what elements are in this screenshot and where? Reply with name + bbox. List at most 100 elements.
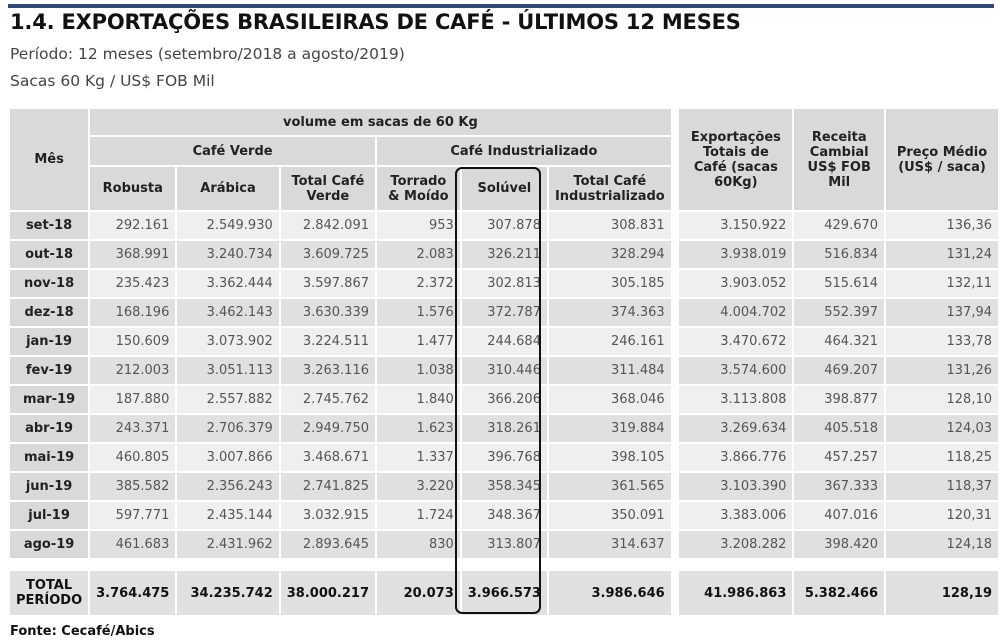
value-cell: 310.446 (461, 357, 547, 384)
value-cell: 385.582 (90, 473, 176, 500)
value-cell: 3.208.282 (679, 531, 793, 558)
header-total-cafe-verde: Total Café Verde (280, 167, 375, 210)
value-cell: 2.431.962 (177, 531, 279, 558)
header-torrado-moido: Torrado & Moído (377, 167, 460, 210)
value-cell: 372.787 (461, 299, 547, 326)
column-gap (672, 386, 678, 413)
value-cell: 2.083 (377, 241, 460, 268)
value-cell: 368.991 (90, 241, 176, 268)
coffee-exports-table: Mês volume em sacas de 60 Kg Exportações… (8, 107, 1000, 617)
value-cell: 1.724 (377, 502, 460, 529)
value-cell: 34.235.742 (177, 571, 279, 615)
header-soluvel: Solúvel (461, 167, 547, 210)
column-gap (672, 109, 678, 210)
value-cell: 41.986.863 (679, 571, 793, 615)
value-cell: 3.240.734 (177, 241, 279, 268)
value-cell: 314.637 (548, 531, 671, 558)
column-gap (672, 357, 678, 384)
column-gap (672, 328, 678, 355)
table-body: set-18 292.161 2.549.930 2.842.091 953 307.87… (10, 212, 998, 615)
column-gap (672, 212, 678, 239)
value-cell: 128,10 (886, 386, 998, 413)
value-cell: 3.051.113 (177, 357, 279, 384)
value-cell: 187.880 (90, 386, 176, 413)
value-cell: 367.333 (794, 473, 885, 500)
value-cell: 2.842.091 (280, 212, 375, 239)
header-cafe-verde: Café Verde (90, 137, 375, 165)
table-row: nov-18 235.423 3.362.444 3.597.867 2.372 302.… (10, 270, 998, 297)
value-cell: 133,78 (886, 328, 998, 355)
value-cell: 2.741.825 (280, 473, 375, 500)
value-cell: 3.468.671 (280, 444, 375, 471)
value-cell: 1.477 (377, 328, 460, 355)
value-cell: 2.356.243 (177, 473, 279, 500)
spacer-cell (10, 560, 998, 569)
month-cell: fev-19 (10, 357, 89, 384)
column-gap (672, 571, 678, 615)
value-cell: 3.903.052 (679, 270, 793, 297)
month-cell: mai-19 (10, 444, 89, 471)
table-row: out-18 368.991 3.240.734 3.609.725 2.083 326.… (10, 241, 998, 268)
column-gap (672, 444, 678, 471)
table-row: fev-19 212.003 3.051.113 3.263.116 1.038 310.… (10, 357, 998, 384)
month-cell: dez-18 (10, 299, 89, 326)
value-cell: 3.764.475 (90, 571, 176, 615)
units-subtitle: Sacas 60 Kg / US$ FOB Mil (10, 72, 215, 90)
value-cell: 318.261 (461, 415, 547, 442)
value-cell: 516.834 (794, 241, 885, 268)
value-cell: 429.670 (794, 212, 885, 239)
value-cell: 3.462.143 (177, 299, 279, 326)
value-cell: 3.938.019 (679, 241, 793, 268)
month-cell: out-18 (10, 241, 89, 268)
value-cell: 398.877 (794, 386, 885, 413)
value-cell: 168.196 (90, 299, 176, 326)
value-cell: 405.518 (794, 415, 885, 442)
value-cell: 124,03 (886, 415, 998, 442)
value-cell: 1.038 (377, 357, 460, 384)
value-cell: 307.878 (461, 212, 547, 239)
month-cell: jan-19 (10, 328, 89, 355)
value-cell: 311.484 (548, 357, 671, 384)
value-cell: 3.263.116 (280, 357, 375, 384)
value-cell: 3.220 (377, 473, 460, 500)
value-cell: 243.371 (90, 415, 176, 442)
value-cell: 136,36 (886, 212, 998, 239)
header-receita: Receita Cambial US$ FOB Mil (794, 109, 885, 210)
value-cell: 212.003 (90, 357, 176, 384)
header-exportacoes: Exportações Totais de Café (sacas 60Kg) (679, 109, 793, 210)
value-cell: 358.345 (461, 473, 547, 500)
value-cell: 2.549.930 (177, 212, 279, 239)
value-cell: 137,94 (886, 299, 998, 326)
column-gap (672, 473, 678, 500)
value-cell: 124,18 (886, 531, 998, 558)
value-cell: 131,26 (886, 357, 998, 384)
value-cell: 244.684 (461, 328, 547, 355)
value-cell: 246.161 (548, 328, 671, 355)
value-cell: 515.614 (794, 270, 885, 297)
value-cell: 235.423 (90, 270, 176, 297)
value-cell: 292.161 (90, 212, 176, 239)
value-cell: 2.435.144 (177, 502, 279, 529)
value-cell: 2.893.645 (280, 531, 375, 558)
value-cell: 3.383.006 (679, 502, 793, 529)
column-gap (672, 415, 678, 442)
table-row: ago-19 461.683 2.431.962 2.893.645 830 313.80… (10, 531, 998, 558)
column-gap (672, 531, 678, 558)
value-cell: 3.032.915 (280, 502, 375, 529)
value-cell: 319.884 (548, 415, 671, 442)
month-cell: jul-19 (10, 502, 89, 529)
value-cell: 3.609.725 (280, 241, 375, 268)
value-cell: 2.706.379 (177, 415, 279, 442)
header-robusta: Robusta (90, 167, 176, 210)
value-cell: 3.574.600 (679, 357, 793, 384)
value-cell: 1.840 (377, 386, 460, 413)
value-cell: 128,19 (886, 571, 998, 615)
value-cell: 368.046 (548, 386, 671, 413)
value-cell: 460.805 (90, 444, 176, 471)
month-cell: abr-19 (10, 415, 89, 442)
value-cell: 3.113.808 (679, 386, 793, 413)
value-cell: 328.294 (548, 241, 671, 268)
month-cell: TOTAL PERÍODO (10, 571, 89, 615)
value-cell: 132,11 (886, 270, 998, 297)
value-cell: 20.073 (377, 571, 460, 615)
